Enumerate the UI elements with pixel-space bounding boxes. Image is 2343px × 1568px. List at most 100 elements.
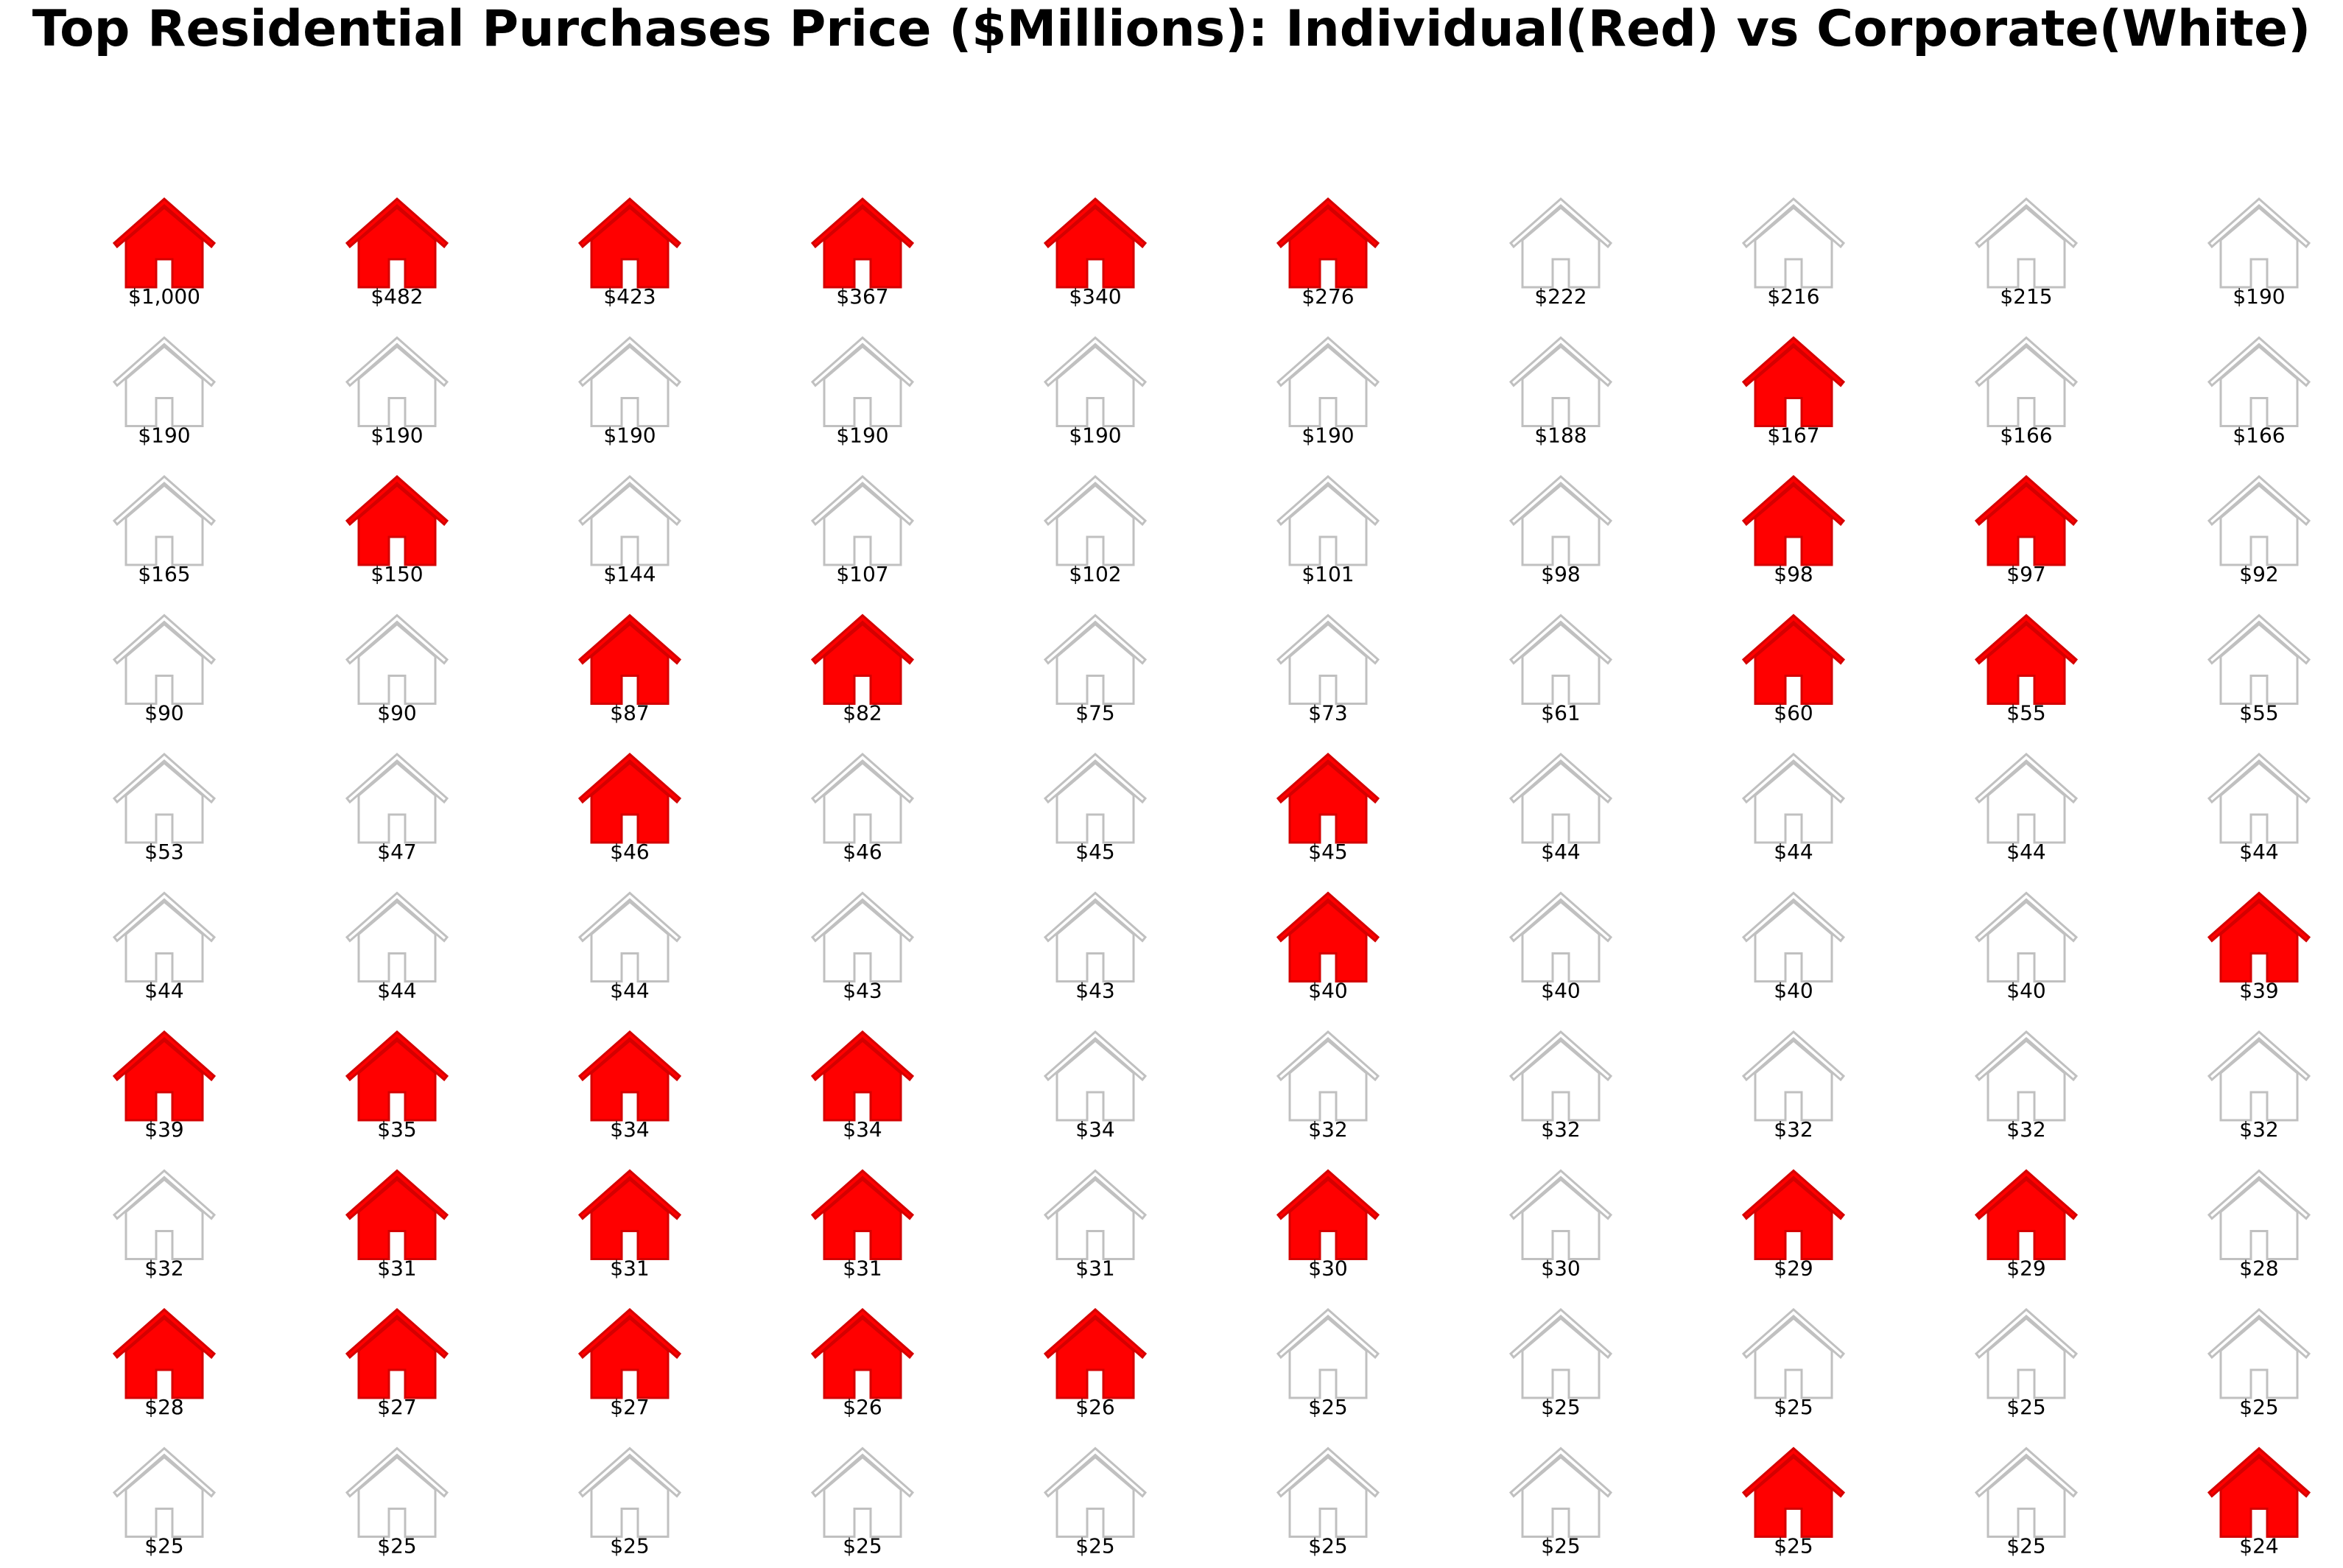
house-icon bbox=[2207, 1307, 2311, 1399]
house-body bbox=[2219, 484, 2299, 566]
house-icon bbox=[1974, 614, 2079, 705]
house-roof bbox=[577, 1307, 682, 1360]
house-icon bbox=[577, 197, 682, 289]
house-roof bbox=[1974, 197, 2079, 249]
value-label: $25 bbox=[1774, 1534, 1813, 1558]
house-icon bbox=[810, 1169, 915, 1260]
house-roof bbox=[1974, 336, 2079, 387]
value-label: $423 bbox=[603, 284, 656, 309]
value-label: $190 bbox=[2233, 284, 2285, 309]
house-roof bbox=[1276, 614, 1380, 665]
house-icon bbox=[1741, 1446, 1846, 1538]
value-label: $144 bbox=[603, 562, 656, 586]
house-roof bbox=[1043, 1169, 1148, 1220]
house-icon bbox=[1508, 1446, 1613, 1538]
house-icon bbox=[1741, 1169, 1846, 1260]
value-label: $34 bbox=[1075, 1117, 1114, 1142]
house-roof bbox=[810, 1030, 915, 1082]
value-label: $101 bbox=[1302, 562, 1354, 586]
house-roof bbox=[345, 474, 449, 527]
house-icon bbox=[1276, 197, 1380, 289]
house-roof bbox=[2207, 891, 2311, 943]
house-roof bbox=[1974, 752, 2079, 804]
value-label: $27 bbox=[610, 1395, 649, 1419]
house-body bbox=[590, 1317, 670, 1399]
house-body bbox=[1754, 345, 1833, 427]
value-label: $190 bbox=[1302, 423, 1354, 448]
house-icon bbox=[2207, 752, 2311, 844]
house-icon bbox=[1043, 614, 1148, 705]
house-roof bbox=[1276, 197, 1380, 249]
house-body bbox=[357, 1455, 437, 1538]
house-roof bbox=[1276, 336, 1380, 387]
house-body bbox=[1055, 1317, 1135, 1399]
house-body bbox=[1754, 762, 1833, 844]
house-icon bbox=[345, 197, 449, 289]
house-body bbox=[2219, 1317, 2299, 1399]
house-roof bbox=[577, 614, 682, 665]
house-icon bbox=[1974, 1169, 2079, 1260]
house-roof bbox=[2207, 1446, 2311, 1498]
value-label: $26 bbox=[843, 1395, 882, 1419]
value-label: $47 bbox=[377, 840, 416, 864]
value-label: $32 bbox=[144, 1256, 183, 1281]
house-roof bbox=[577, 197, 682, 249]
house-body bbox=[1055, 206, 1135, 289]
house-icon bbox=[345, 891, 449, 982]
house-icon bbox=[2207, 336, 2311, 427]
house-icon bbox=[1276, 891, 1380, 982]
house-roof bbox=[1974, 1307, 2079, 1360]
house-roof bbox=[345, 1169, 449, 1220]
house-roof bbox=[577, 752, 682, 804]
house-body bbox=[823, 1455, 902, 1538]
house-body bbox=[124, 1039, 204, 1122]
house-body bbox=[1987, 1039, 2066, 1122]
house-body bbox=[1055, 622, 1135, 705]
house-body bbox=[2219, 1039, 2299, 1122]
house-roof bbox=[1043, 614, 1148, 665]
house-body bbox=[1754, 1455, 1833, 1538]
house-body bbox=[2219, 762, 2299, 844]
house-body bbox=[1055, 345, 1135, 427]
value-label: $25 bbox=[377, 1534, 416, 1558]
value-label: $216 bbox=[1767, 284, 1819, 309]
house-icon bbox=[577, 1446, 682, 1538]
house-roof bbox=[1043, 474, 1148, 527]
house-body bbox=[1288, 206, 1368, 289]
value-label: $92 bbox=[2239, 562, 2278, 586]
house-roof bbox=[1741, 197, 1846, 249]
value-label: $46 bbox=[843, 840, 882, 864]
house-icon bbox=[345, 752, 449, 844]
house-body bbox=[1987, 1178, 2066, 1260]
house-body bbox=[823, 1039, 902, 1122]
house-body bbox=[1754, 900, 1833, 982]
house-roof bbox=[345, 1446, 449, 1498]
value-label: $44 bbox=[144, 979, 183, 1003]
house-body bbox=[590, 206, 670, 289]
house-icon bbox=[112, 1307, 217, 1399]
house-icon bbox=[1741, 891, 1846, 982]
value-label: $25 bbox=[610, 1534, 649, 1558]
house-roof bbox=[1974, 1030, 2079, 1082]
house-body bbox=[357, 1178, 437, 1260]
value-label: $190 bbox=[1069, 423, 1121, 448]
value-label: $222 bbox=[1534, 284, 1587, 309]
value-label: $340 bbox=[1069, 284, 1121, 309]
house-roof bbox=[345, 614, 449, 665]
value-label: $44 bbox=[610, 979, 649, 1003]
house-roof bbox=[577, 474, 682, 527]
house-body bbox=[2219, 345, 2299, 427]
value-label: $34 bbox=[610, 1117, 649, 1142]
house-body bbox=[1288, 1178, 1368, 1260]
house-body bbox=[124, 206, 204, 289]
house-roof bbox=[1508, 614, 1613, 665]
house-roof bbox=[112, 474, 217, 527]
house-body bbox=[1987, 345, 2066, 427]
house-body bbox=[2219, 1455, 2299, 1538]
value-label: $31 bbox=[1075, 1256, 1114, 1281]
value-label: $90 bbox=[377, 701, 416, 725]
value-label: $44 bbox=[377, 979, 416, 1003]
house-roof bbox=[1741, 891, 1846, 943]
house-body bbox=[1521, 345, 1601, 427]
house-icon bbox=[1276, 1169, 1380, 1260]
